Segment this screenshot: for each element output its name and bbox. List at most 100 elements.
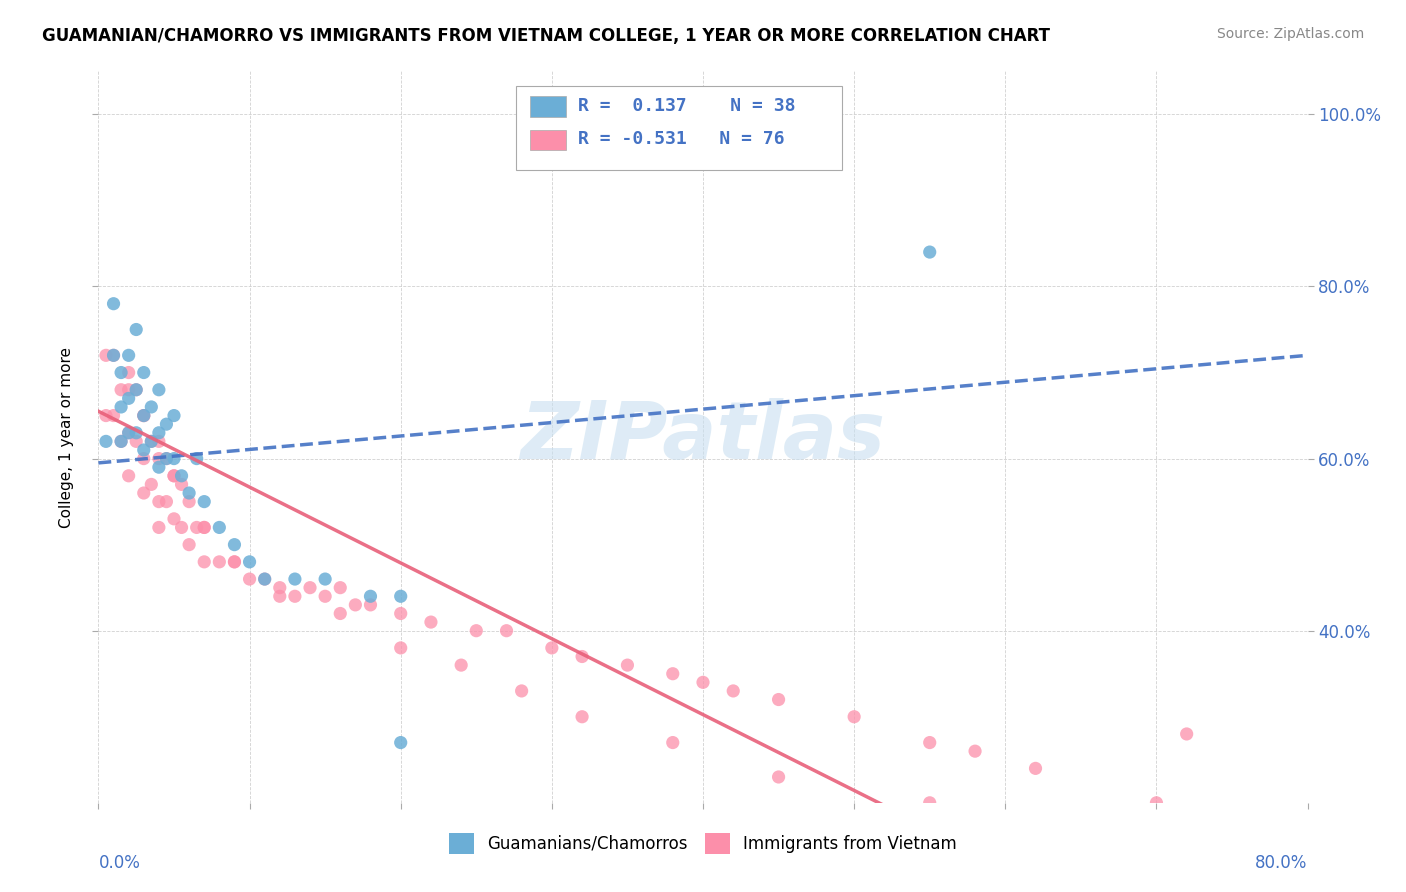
Point [125, 434, 148, 449]
Point [1144, 796, 1167, 810]
Text: Source: ZipAtlas.com: Source: ZipAtlas.com [1216, 27, 1364, 41]
Point [360, 589, 382, 603]
Point [768, 770, 790, 784]
Point [193, 520, 215, 534]
Point [253, 572, 276, 586]
Y-axis label: College, 1 year or more: College, 1 year or more [59, 347, 75, 527]
Text: ZIPatlas: ZIPatlas [520, 398, 886, 476]
Point [110, 366, 132, 380]
Bar [530, 130, 567, 151]
Point [314, 572, 336, 586]
Point [571, 710, 593, 724]
Text: 80.0%: 80.0% [1256, 854, 1308, 872]
Point [284, 589, 307, 603]
Point [110, 434, 132, 449]
Point [1024, 761, 1046, 775]
Point [179, 538, 201, 552]
Point [132, 451, 155, 466]
Point [179, 494, 201, 508]
Text: R =  0.137    N = 38: R = 0.137 N = 38 [578, 96, 796, 115]
Point [389, 589, 412, 603]
Bar [530, 96, 567, 117]
Point [495, 624, 517, 638]
Point [155, 494, 177, 508]
Point [155, 417, 177, 432]
Point [118, 468, 141, 483]
Point [224, 538, 246, 552]
Point [132, 366, 155, 380]
Text: R = -0.531   N = 76: R = -0.531 N = 76 [578, 130, 785, 148]
Point [269, 581, 291, 595]
Point [389, 607, 412, 621]
Point [389, 735, 412, 749]
Point [148, 460, 170, 475]
FancyBboxPatch shape [516, 86, 842, 170]
Point [103, 348, 125, 362]
Text: GUAMANIAN/CHAMORRO VS IMMIGRANTS FROM VIETNAM COLLEGE, 1 YEAR OR MORE CORRELATIO: GUAMANIAN/CHAMORRO VS IMMIGRANTS FROM VI… [42, 27, 1050, 45]
Point [170, 477, 193, 491]
Point [208, 555, 231, 569]
Point [125, 425, 148, 440]
Point [141, 400, 163, 414]
Point [163, 451, 186, 466]
Point [844, 710, 866, 724]
Point [224, 555, 246, 569]
Point [692, 675, 714, 690]
Point [329, 581, 352, 595]
Point [540, 640, 562, 655]
Point [141, 434, 163, 449]
Point [239, 572, 262, 586]
Point [141, 477, 163, 491]
Point [918, 796, 941, 810]
Point [163, 468, 186, 483]
Point [118, 425, 141, 440]
Point [224, 555, 246, 569]
Point [1070, 813, 1092, 827]
Point [360, 598, 382, 612]
Point [103, 296, 125, 310]
Point [918, 245, 941, 260]
Point [110, 383, 132, 397]
Point [465, 624, 488, 638]
Point [170, 520, 193, 534]
Point [103, 409, 125, 423]
Point [118, 348, 141, 362]
Point [118, 425, 141, 440]
Point [132, 409, 155, 423]
Point [118, 366, 141, 380]
Point [132, 409, 155, 423]
Point [170, 468, 193, 483]
Point [125, 322, 148, 336]
Point [284, 572, 307, 586]
Point [450, 658, 472, 673]
Point [329, 607, 352, 621]
Point [269, 589, 291, 603]
Point [208, 520, 231, 534]
Point [103, 348, 125, 362]
Point [163, 409, 186, 423]
Point [918, 735, 941, 749]
Point [616, 658, 638, 673]
Point [193, 520, 215, 534]
Point [193, 555, 215, 569]
Point [94, 409, 117, 423]
Point [661, 666, 683, 681]
Point [193, 494, 215, 508]
Point [125, 383, 148, 397]
Point [141, 434, 163, 449]
Point [344, 598, 367, 612]
Point [132, 442, 155, 457]
Point [186, 451, 208, 466]
Point [148, 425, 170, 440]
Point [148, 520, 170, 534]
Text: 0.0%: 0.0% [98, 854, 141, 872]
Point [163, 512, 186, 526]
Point [1175, 727, 1198, 741]
Point [118, 392, 141, 406]
Point [110, 400, 132, 414]
Point [420, 615, 443, 629]
Legend: Guamanians/Chamorros, Immigrants from Vietnam: Guamanians/Chamorros, Immigrants from Vi… [443, 827, 963, 860]
Point [132, 409, 155, 423]
Point [239, 555, 262, 569]
Point [110, 434, 132, 449]
